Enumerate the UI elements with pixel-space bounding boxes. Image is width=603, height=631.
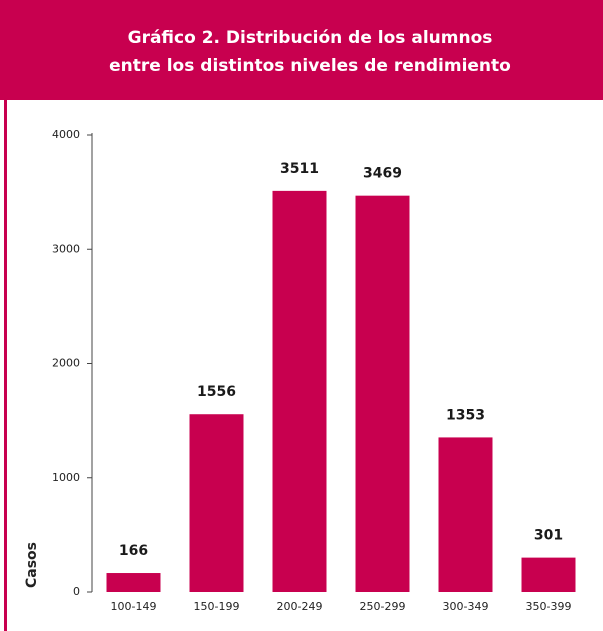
value-label: 301: [534, 528, 563, 544]
x-tick-label: 350-399: [526, 600, 572, 613]
x-tick-label: 250-299: [360, 600, 406, 613]
chart-title: entre los distintos niveles de rendimien…: [109, 56, 511, 76]
value-label: 1556: [197, 384, 236, 400]
x-tick-label: 300-349: [443, 600, 489, 613]
y-tick-label: 2000: [52, 357, 80, 370]
value-label: 3469: [363, 166, 402, 182]
bar: [521, 557, 576, 592]
value-label: 166: [119, 543, 148, 559]
y-tick-label: 1000: [52, 471, 80, 484]
y-tick-label: 3000: [52, 242, 80, 255]
bar: [106, 573, 161, 592]
y-axis-label: Casos: [24, 542, 40, 588]
bar: [438, 437, 493, 592]
x-tick-label: 150-199: [194, 600, 240, 613]
header-band: [0, 0, 603, 100]
x-tick-label: 100-149: [111, 600, 157, 613]
bar: [355, 195, 410, 592]
value-label: 1353: [446, 407, 485, 423]
bar: [189, 414, 244, 592]
left-border: [4, 100, 7, 631]
bar: [272, 190, 327, 592]
x-tick-label: 200-249: [277, 600, 323, 613]
y-tick-label: 4000: [52, 128, 80, 141]
value-label: 3511: [280, 161, 319, 177]
y-tick-label: 0: [73, 585, 80, 598]
chart-title: Gráfico 2. Distribución de los alumnos: [128, 28, 493, 48]
